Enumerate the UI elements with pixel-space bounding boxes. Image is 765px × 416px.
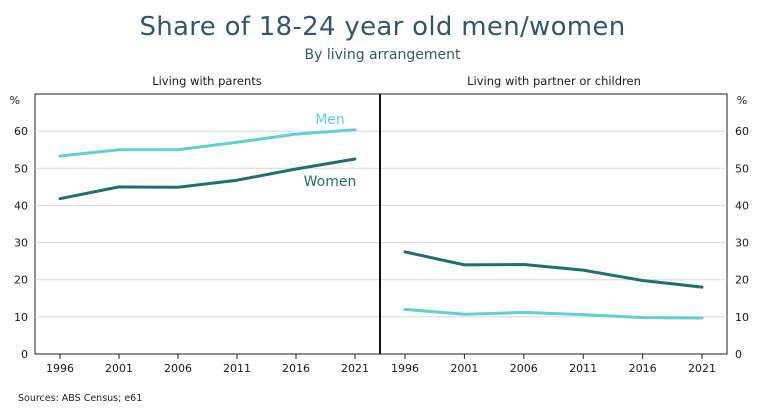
y-tick-label: 50 (735, 162, 749, 175)
y-tick-label: 60 (735, 125, 749, 138)
x-tick-label: 2011 (223, 362, 251, 375)
y-tick-label: 10 (735, 311, 749, 324)
x-tick-label: 2021 (341, 362, 369, 375)
source-note: Sources: ABS Census; e61 (18, 393, 143, 404)
y-axis-unit-label: % (737, 94, 747, 107)
y-tick-label: 10 (14, 311, 28, 324)
series-label-women: Women (304, 174, 357, 190)
panel-title: Living with partner or children (467, 74, 641, 88)
x-tick-label: 2001 (105, 362, 133, 375)
y-tick-label: 40 (14, 199, 28, 212)
y-axis-unit-label: % (10, 94, 20, 107)
y-tick-label: 20 (735, 274, 749, 287)
y-tick-label: 30 (735, 237, 749, 250)
x-tick-label: 1996 (46, 362, 74, 375)
panel-title: Living with parents (152, 74, 262, 88)
x-tick-label: 2021 (688, 362, 716, 375)
chart-subtitle: By living arrangement (304, 47, 461, 63)
x-tick-label: 2011 (569, 362, 597, 375)
y-tick-label: 60 (14, 125, 28, 138)
y-tick-label: 0 (735, 348, 742, 361)
x-tick-label: 2006 (164, 362, 192, 375)
x-tick-label: 2006 (510, 362, 538, 375)
y-tick-label: 20 (14, 274, 28, 287)
series-label-men: Men (315, 112, 345, 128)
x-tick-label: 1996 (391, 362, 419, 375)
series-line-a (403, 250, 704, 289)
series-line-a (58, 128, 357, 158)
y-tick-label: 30 (14, 237, 28, 250)
series-line-b (58, 157, 357, 201)
series-line-b (403, 307, 704, 320)
chart-title: Share of 18-24 year old men/women (139, 12, 626, 42)
x-tick-label: 2016 (282, 362, 310, 375)
x-tick-label: 2016 (629, 362, 657, 375)
x-tick-label: 2001 (450, 362, 478, 375)
y-tick-label: 50 (14, 162, 28, 175)
y-tick-label: 0 (21, 348, 28, 361)
y-tick-label: 40 (735, 199, 749, 212)
